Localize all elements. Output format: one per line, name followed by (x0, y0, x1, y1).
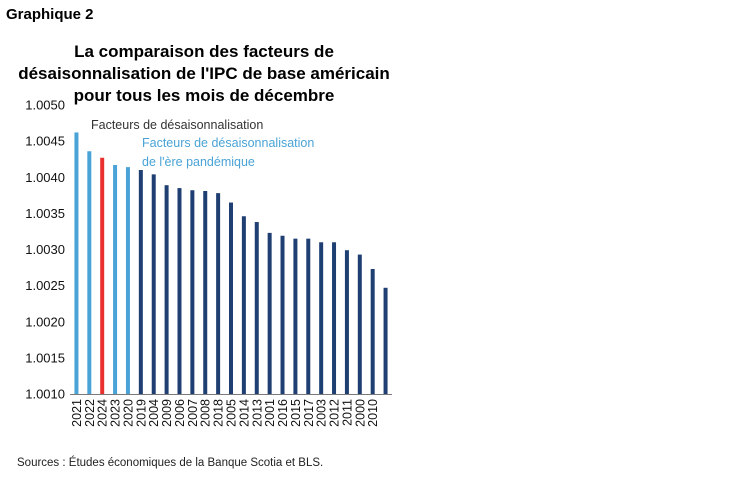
x-tick-label: 2006 (173, 399, 187, 427)
bar (254, 222, 259, 394)
bar (383, 287, 388, 394)
graph-label: Graphique 2 (6, 6, 94, 23)
x-tick-label: 2000 (353, 399, 367, 427)
bar (241, 216, 246, 394)
x-tick-label: 2021 (70, 399, 84, 427)
x-tick-label: 2016 (276, 399, 290, 427)
bar (151, 174, 156, 394)
y-tick-label: 1.0030 (25, 242, 65, 257)
chart-title: La comparaison des facteurs de désaisonn… (18, 42, 390, 105)
bar (190, 190, 195, 394)
bar (138, 170, 143, 394)
y-tick-label: 1.0015 (25, 350, 65, 365)
y-axis: 1.0010 1.0015 1.0020 1.0025 1.0030 1.0035 1.00… (25, 98, 65, 402)
bar (344, 250, 349, 394)
x-tick-label: 2024 (96, 399, 110, 427)
y-tick-label: 1.0050 (25, 98, 65, 113)
x-tick-label: 2015 (289, 399, 303, 427)
bar (164, 185, 169, 394)
x-tick-label: 2020 (121, 399, 135, 427)
bar (280, 235, 285, 394)
x-tick-label: 2009 (160, 399, 174, 427)
bar (177, 188, 182, 394)
bar (125, 167, 130, 394)
x-tick-label: 2014 (237, 399, 251, 427)
y-tick-label: 1.0040 (25, 170, 65, 185)
bar (267, 232, 272, 394)
bar (203, 190, 208, 394)
bars (74, 132, 388, 394)
legend-label: Facteurs de désaisonnalisation (91, 118, 263, 132)
x-tick-label: 2012 (328, 399, 342, 427)
bar (332, 242, 337, 394)
y-tick-label: 1.0035 (25, 206, 65, 221)
y-tick-label: 1.0010 (25, 387, 65, 402)
x-tick-label: 2023 (109, 399, 123, 427)
bar (306, 238, 311, 394)
x-tick-label: 2003 (315, 399, 329, 427)
x-tick-label: 2022 (83, 399, 97, 427)
x-tick-label: 2019 (134, 399, 148, 427)
x-tick-label: 2008 (199, 399, 213, 427)
y-tick-label: 1.0045 (25, 134, 65, 149)
bar (357, 254, 362, 394)
x-tick-label: 2011 (340, 399, 354, 426)
x-tick-label: 2007 (186, 399, 200, 427)
bar (100, 157, 105, 394)
bar (87, 151, 92, 394)
bar (229, 202, 233, 394)
y-tick-label: 1.0020 (25, 314, 65, 329)
x-tick-label: 2004 (147, 399, 161, 427)
x-tick-label: 2010 (366, 399, 380, 427)
bar (113, 164, 118, 394)
legend: Facteurs de désaisonnalisation Facteurs d… (91, 118, 314, 169)
x-tick-label: 2013 (250, 399, 264, 427)
y-tick-label: 1.0025 (25, 278, 65, 293)
bar (216, 193, 221, 394)
bar (293, 238, 298, 394)
legend-label: Facteurs de désaisonnalisation (142, 136, 314, 150)
bar (370, 269, 375, 394)
x-axis: 2021202220242023202020192004200920062007… (70, 394, 392, 427)
x-tick-label: 2017 (302, 399, 316, 427)
legend-label: de l'ère pandémique (142, 155, 255, 169)
bar (74, 132, 79, 394)
x-tick-label: 2018 (212, 399, 226, 427)
sources-note: Sources : Études économiques de la Banqu… (17, 457, 324, 469)
bar (319, 242, 324, 394)
x-tick-label: 2001 (263, 399, 277, 427)
x-tick-label: 2005 (225, 399, 239, 427)
